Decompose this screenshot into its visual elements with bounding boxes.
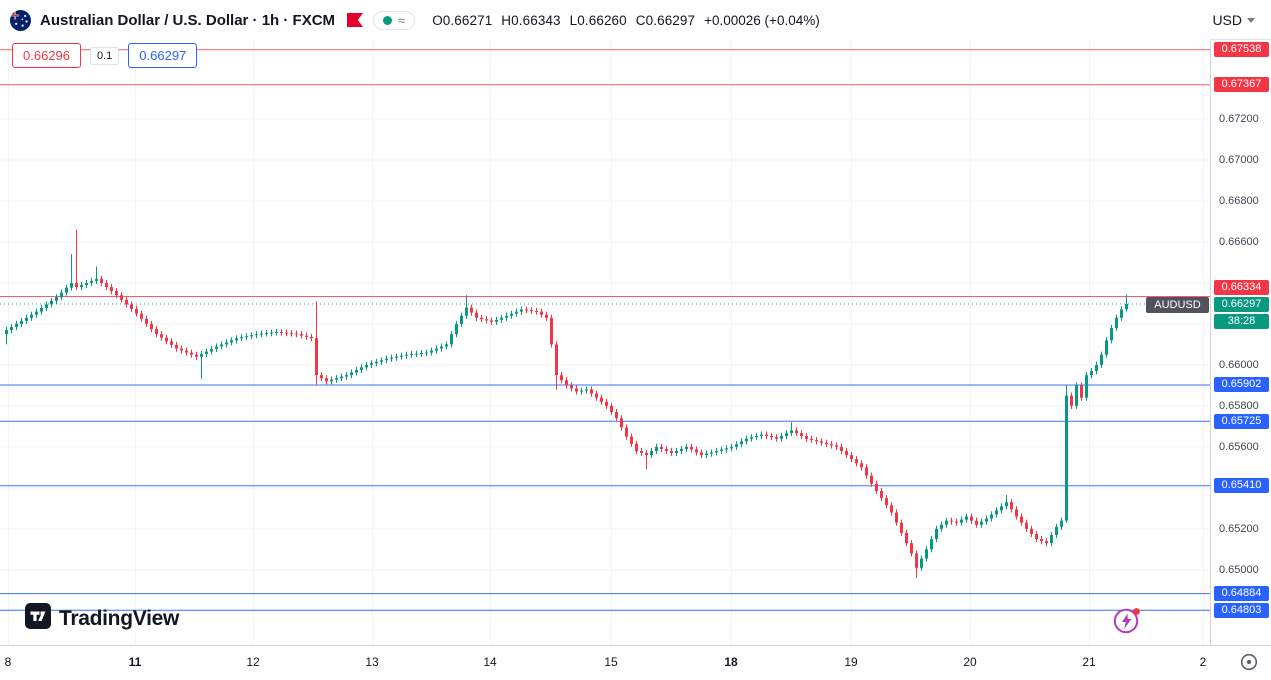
time-axis-label: 2 — [1199, 655, 1207, 669]
time-axis-label: 12 — [246, 655, 260, 669]
header-toolbar: Australian Dollar / U.S. Dollar · 1h · F… — [0, 0, 1271, 40]
price-axis-label: 0.66800 — [1219, 194, 1259, 207]
au-flag-icon — [10, 9, 31, 31]
close-value: 0.66297 — [645, 12, 696, 28]
symbol-title[interactable]: Australian Dollar / U.S. Dollar · 1h · F… — [40, 11, 336, 29]
chevron-down-icon — [1247, 17, 1255, 23]
time-axis-label: 20 — [963, 655, 977, 669]
market-open-icon — [383, 15, 393, 25]
buy-sell-widget: 0.66296 0.1 0.66297 — [12, 43, 198, 68]
price-level-badge-blue[interactable]: 0.65902 — [1214, 377, 1269, 393]
high-label: H — [501, 12, 512, 28]
market-status-pill[interactable]: ≈ — [373, 10, 416, 30]
price-level-badge-red[interactable]: 0.67538 — [1214, 42, 1269, 58]
target-icon[interactable] — [1239, 652, 1259, 672]
symbol-title-group: Australian Dollar / U.S. Dollar · 1h · F… — [0, 9, 820, 31]
approx-icon: ≈ — [398, 12, 406, 28]
price-level-badge-red[interactable]: 0.66334 — [1214, 279, 1269, 295]
sell-button[interactable]: 0.66296 — [12, 43, 81, 68]
price-axis-label: 0.65000 — [1219, 563, 1259, 576]
time-axis-label: 13 — [365, 655, 379, 669]
open-value: 0.66271 — [442, 12, 493, 28]
tradingview-logo-icon — [25, 603, 51, 634]
notification-dot — [1133, 608, 1140, 615]
grid-layer — [0, 0, 1210, 645]
bar-countdown-badge: 38:28 — [1214, 314, 1269, 330]
price-axis-label: 0.67000 — [1219, 153, 1259, 166]
symbol-badge: AUDUSD — [1146, 297, 1209, 314]
candles-layer — [5, 229, 1128, 579]
price-axis-label: 0.65600 — [1219, 440, 1259, 453]
high-value: 0.66343 — [511, 12, 561, 28]
price-level-badge-red[interactable]: 0.67367 — [1214, 77, 1269, 93]
change-value: +0.00026 (+0.04%) — [704, 12, 820, 28]
axis-divider — [1210, 39, 1271, 40]
level-lines-layer — [0, 49, 1210, 611]
time-axis-label: 18 — [724, 655, 738, 669]
time-axis-label: 11 — [128, 655, 142, 669]
time-axis-label: 8 — [4, 655, 12, 669]
currency-label: USD — [1212, 12, 1242, 28]
time-axis-label: 15 — [604, 655, 618, 669]
chart-canvas[interactable] — [0, 0, 1210, 645]
ohlc-readout: O0.66271 H0.66343 L0.66260 C0.66297 +0.0… — [432, 13, 820, 28]
spread-label: 0.1 — [90, 46, 120, 65]
price-level-badge-blue[interactable]: 0.64803 — [1214, 602, 1269, 618]
price-axis[interactable]: 0.67200 0.67000 0.66800 0.66600 0.66000 0.658… — [1210, 0, 1271, 645]
low-value: 0.66260 — [577, 12, 627, 28]
open-label: O — [432, 12, 443, 28]
buy-button[interactable]: 0.66297 — [128, 43, 198, 68]
price-axis-label: 0.66000 — [1219, 358, 1259, 371]
lightning-button[interactable] — [1112, 605, 1142, 635]
price-level-badge-blue[interactable]: 0.65410 — [1214, 478, 1269, 494]
tradingview-wordmark: TradingView — [59, 606, 180, 630]
currency-selector[interactable]: USD — [1212, 0, 1255, 40]
price-axis-label: 0.67200 — [1219, 113, 1259, 125]
price-axis-label: 0.65800 — [1219, 399, 1259, 412]
last-price-badge: 0.66297 — [1214, 297, 1269, 313]
price-level-badge-blue[interactable]: 0.64884 — [1214, 586, 1269, 602]
tradingview-attribution[interactable]: TradingView — [25, 603, 179, 634]
price-axis-label: 0.65200 — [1219, 522, 1259, 535]
time-axis-label: 19 — [844, 655, 858, 669]
low-label: L — [569, 12, 578, 28]
price-level-badge-blue[interactable]: 0.65725 — [1214, 413, 1269, 429]
price-axis-label: 0.66600 — [1219, 235, 1259, 248]
time-axis[interactable]: 8 11 12 13 14 15 18 19 20 21 2 — [0, 645, 1271, 680]
close-label: C — [635, 12, 646, 28]
fxcm-logo-icon — [346, 12, 364, 28]
time-axis-label: 14 — [483, 655, 497, 669]
time-axis-label: 21 — [1082, 655, 1096, 669]
